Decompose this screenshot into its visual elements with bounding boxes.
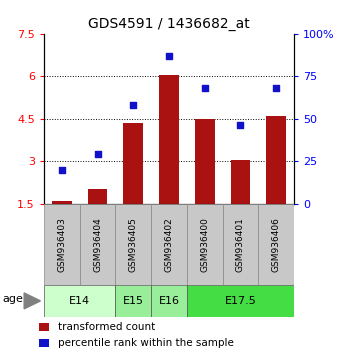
Bar [231,160,250,204]
Text: E14: E14 [69,296,90,306]
Bar [52,201,72,204]
Text: GSM936405: GSM936405 [129,217,138,272]
Bar [258,204,294,285]
Text: GSM936403: GSM936403 [57,217,66,272]
Text: E17.5: E17.5 [224,296,256,306]
Text: percentile rank within the sample: percentile rank within the sample [58,338,234,348]
Text: GSM936401: GSM936401 [236,217,245,272]
Text: GSM936406: GSM936406 [272,217,281,272]
Bar [266,116,286,204]
Text: E16: E16 [159,296,179,306]
Point [238,122,243,128]
Bar [187,285,294,317]
Point [59,167,65,172]
Bar [39,339,49,347]
Bar [88,189,107,204]
Point [130,102,136,108]
Bar [151,204,187,285]
Text: age: age [2,294,23,304]
Text: GSM936402: GSM936402 [165,217,173,272]
Bar [44,285,115,317]
Title: GDS4591 / 1436682_at: GDS4591 / 1436682_at [88,17,250,31]
Polygon shape [24,293,41,309]
Bar [115,204,151,285]
Bar [115,285,151,317]
Point [95,152,100,157]
Bar [44,204,80,285]
Text: GSM936400: GSM936400 [200,217,209,272]
Point [273,85,279,91]
Bar [159,75,179,204]
Bar [195,119,215,204]
Text: GSM936404: GSM936404 [93,217,102,272]
Bar [187,204,223,285]
Point [166,53,172,58]
Bar [223,204,258,285]
Bar [80,204,115,285]
Bar [39,323,49,331]
Text: transformed count: transformed count [58,322,155,332]
Point [202,85,208,91]
Bar [123,123,143,204]
Text: E15: E15 [123,296,144,306]
Bar [151,285,187,317]
